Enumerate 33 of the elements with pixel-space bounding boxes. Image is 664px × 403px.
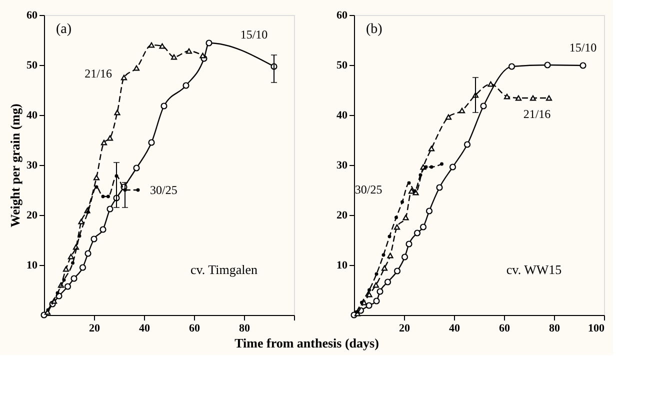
series-label: 21/16 [523, 107, 551, 121]
x-tick-label: 60 [499, 322, 510, 334]
y-tick-label: 30 [26, 160, 38, 172]
x-tick-label: 100 [588, 322, 605, 334]
series-label: 30/25 [150, 183, 178, 197]
x-axis-title: Time from anthesis (days) [234, 336, 379, 350]
y-tick-label: 20 [26, 210, 38, 222]
series-label: 15/10 [240, 28, 268, 42]
y-tick-label: 20 [336, 210, 348, 222]
x-tick-label: 80 [549, 322, 560, 334]
annotation: cv. Timgalen [190, 262, 258, 277]
series-label: 15/10 [569, 40, 597, 54]
y-tick-label: 50 [336, 60, 348, 72]
annotation: (b) [366, 22, 383, 37]
y-tick-label: 40 [26, 110, 38, 122]
annotation: cv. WW15 [506, 262, 562, 277]
y-tick-label: 10 [336, 260, 348, 272]
x-tick-label: 20 [89, 322, 100, 334]
x-tick-label: 60 [189, 322, 200, 334]
x-tick-label: 20 [399, 322, 410, 334]
x-tick-label: 40 [449, 322, 460, 334]
x-tick-label: 80 [239, 322, 250, 334]
series-label: 30/25 [354, 182, 382, 196]
y-tick-label: 40 [336, 110, 348, 122]
y-tick-label: 50 [26, 60, 38, 72]
x-tick-label: 40 [139, 322, 150, 334]
y-tick-label: 60 [336, 10, 348, 22]
y-tick-label: 60 [26, 10, 38, 22]
y-tick-label: 30 [336, 160, 348, 172]
y-axis-title: Weight per grain (mg) [8, 104, 22, 228]
annotation: (a) [56, 22, 72, 37]
series-label: 21/16 [84, 66, 112, 80]
y-tick-label: 10 [26, 260, 38, 272]
